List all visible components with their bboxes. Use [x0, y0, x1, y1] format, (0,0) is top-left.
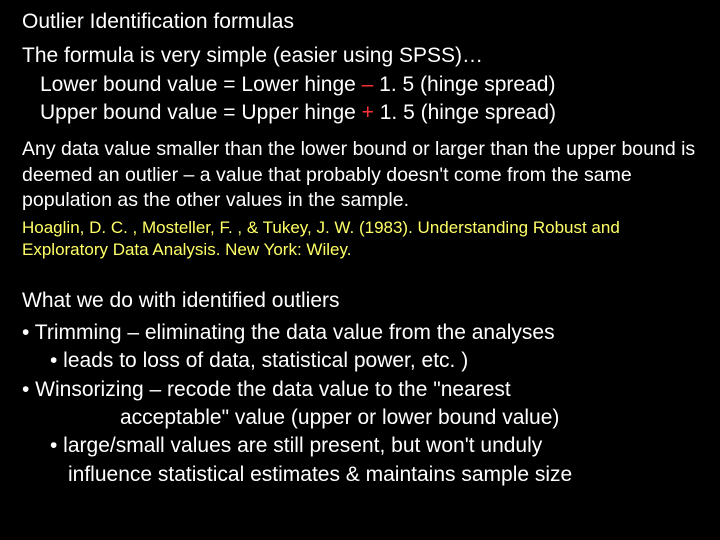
formula-lower-operator: – [362, 73, 374, 96]
formula-upper-prefix: Upper bound value = Upper hinge [40, 101, 362, 124]
bullet-trimming-sub: • leads to loss of data, statistical pow… [22, 347, 698, 375]
formula-lower-prefix: Lower bound value = Lower hinge [40, 73, 362, 96]
bullet-winsorizing: • Winsorizing – recode the data value to… [22, 376, 698, 404]
slide: Outlier Identification formulas The form… [0, 0, 720, 540]
bullet-trimming: • Trimming – eliminating the data value … [22, 319, 698, 347]
formula-upper-operator: + [362, 101, 374, 124]
section-heading: What we do with identified outliers [22, 289, 698, 313]
citation-text: Hoaglin, D. C. , Mosteller, F. , & Tukey… [22, 217, 698, 261]
bullet-winsorizing-cont: acceptable" value (upper or lower bound … [22, 404, 698, 432]
formula-lower: Lower bound value = Lower hinge – 1. 5 (… [22, 71, 698, 99]
bullet-winsorizing-sub: • large/small values are still present, … [22, 432, 698, 460]
intro-line: The formula is very simple (easier using… [22, 42, 698, 70]
formula-upper-suffix: 1. 5 (hinge spread) [374, 101, 556, 124]
formula-upper: Upper bound value = Upper hinge + 1. 5 (… [22, 99, 698, 127]
slide-title: Outlier Identification formulas [22, 8, 698, 36]
formula-lower-suffix: 1. 5 (hinge spread) [373, 73, 555, 96]
bullet-winsorizing-sub-cont: influence statistical estimates & mainta… [22, 461, 698, 489]
explanation-paragraph: Any data value smaller than the lower bo… [22, 137, 698, 213]
